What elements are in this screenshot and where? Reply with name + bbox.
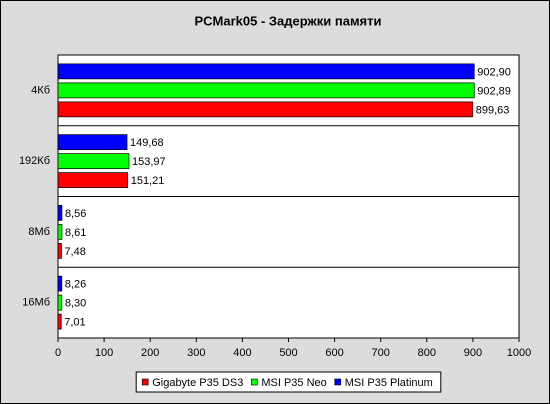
value-label: 149,68 (130, 137, 164, 149)
x-tick-label: 900 (464, 347, 482, 359)
value-label: 902,89 (477, 85, 511, 97)
y-tick-label: 192Кб (19, 155, 50, 167)
value-label: 8,61 (65, 227, 86, 239)
bar (57, 63, 475, 80)
bar (57, 101, 474, 118)
x-tick-label: 1000 (507, 347, 531, 359)
y-tick-label: 4Кб (31, 84, 50, 96)
value-label: 899,63 (476, 104, 510, 116)
legend-label: Gigabyte P35 DS3 (152, 377, 243, 389)
legend-label: MSI P35 Neo (261, 377, 326, 389)
x-tick-label: 800 (418, 347, 436, 359)
bar (57, 275, 63, 292)
bar (57, 153, 130, 169)
bar (57, 172, 129, 188)
bar (57, 243, 62, 259)
y-tick-label: 8Мб (28, 226, 50, 238)
x-tick-label: 200 (141, 347, 159, 359)
x-tick-label: 100 (95, 347, 113, 359)
bar (57, 313, 62, 330)
bar (57, 294, 63, 311)
legend-swatch (251, 378, 258, 386)
x-tick-label: 600 (325, 347, 343, 359)
value-label: 8,26 (65, 279, 86, 291)
x-tick-label: 0 (55, 347, 61, 359)
bar (57, 134, 128, 150)
legend-label: MSI P35 Platinum (345, 377, 433, 389)
x-tick-label: 400 (233, 347, 251, 359)
value-label: 153,97 (132, 156, 166, 168)
value-label: 902,90 (477, 66, 511, 78)
legend-box (135, 371, 442, 393)
legend-swatch (141, 378, 149, 386)
bar (57, 82, 475, 99)
value-label: 7,48 (64, 246, 85, 258)
value-label: 8,30 (65, 298, 86, 310)
chart-title: PCMark05 - Задержки памяти (194, 13, 381, 28)
legend-swatch (334, 378, 342, 386)
y-tick-label: 16Мб (22, 297, 50, 309)
x-tick-label: 300 (187, 347, 205, 359)
value-label: 7,01 (64, 317, 85, 329)
value-label: 8,56 (65, 208, 86, 220)
x-tick-label: 500 (279, 347, 297, 359)
x-tick-label: 700 (372, 347, 390, 359)
value-label: 151,21 (131, 175, 165, 187)
bar (57, 205, 63, 221)
bar (57, 224, 63, 240)
